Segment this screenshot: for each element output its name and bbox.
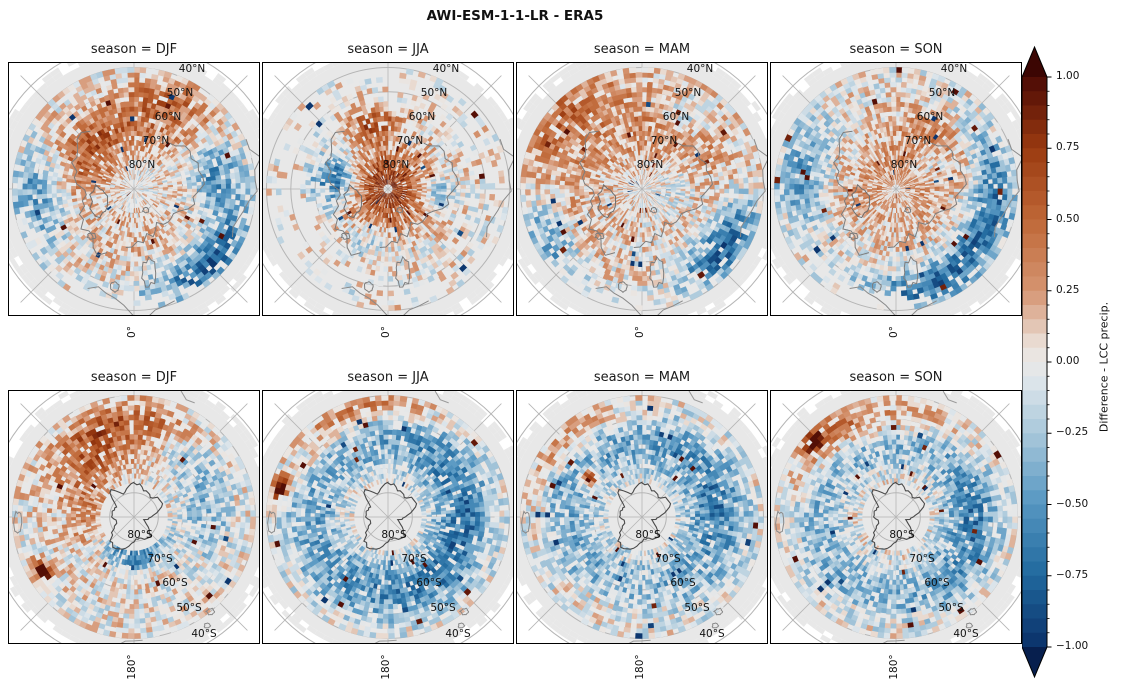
- lat-ring-label: 50°S: [938, 602, 964, 614]
- polar-map-canvas: [516, 390, 768, 644]
- lat-ring-label: 70°N: [904, 135, 932, 147]
- map-panel-south-son: season = SON 180° 80°S 70°S 60°S 50°S 40°S: [770, 370, 1022, 680]
- panel-title: season = SON: [849, 42, 943, 57]
- colorbar-tick-label: 0.25: [1056, 283, 1080, 296]
- lat-ring-label: 70°S: [401, 553, 427, 565]
- lat-ring-label: 70°N: [650, 135, 678, 147]
- colorbar-tick-label: −0.50: [1056, 497, 1089, 510]
- colorbar-tick-label: −1.00: [1056, 640, 1089, 652]
- colorbar-tick-label: 1.00: [1056, 70, 1080, 82]
- lat-ring-label: 50°N: [928, 87, 956, 99]
- lat-ring-label: 50°S: [684, 602, 710, 614]
- lat-ring-label: 50°N: [420, 87, 448, 99]
- lat-ring-label: 70°S: [909, 553, 935, 565]
- polar-map-canvas: [770, 390, 1022, 644]
- panel-title: season = DJF: [90, 42, 178, 57]
- lat-ring-label: 70°S: [655, 553, 681, 565]
- lat-ring-label: 40°S: [445, 628, 471, 640]
- meridian-label: 180°: [634, 654, 646, 680]
- lat-ring-label: 40°S: [953, 628, 979, 640]
- lat-ring-label: 80°N: [890, 159, 918, 171]
- panel-title: season = JJA: [347, 370, 429, 385]
- lat-ring-label: 70°S: [147, 553, 173, 565]
- colorbar-tick-label: −0.75: [1056, 568, 1089, 581]
- meridian-label: 180°: [126, 654, 138, 680]
- lat-ring-label: 40°N: [940, 63, 968, 75]
- meridian-label: 0°: [888, 326, 900, 338]
- map-panel-north-son: season = SON 0° 40°N 50°N 60°N 70°N 80°N: [770, 42, 1022, 338]
- colorbar-axis-label: Difference - LCC precip.: [1097, 301, 1111, 433]
- map-panel-south-djf: season = DJF 180° 80°S 70°S 60°S 50°S 40°S: [8, 370, 260, 680]
- lat-ring-label: 50°S: [176, 602, 202, 614]
- lat-ring-label: 40°S: [191, 628, 217, 640]
- polar-map-canvas: [8, 62, 260, 316]
- panel-title: season = MAM: [593, 370, 691, 385]
- map-panel-north-jja: season = JJA 0° 40°N 50°N 60°N 70°N 80°N: [262, 42, 514, 338]
- panel-title: season = MAM: [593, 42, 691, 57]
- lat-ring-label: 40°N: [686, 63, 714, 75]
- lat-ring-label: 80°N: [636, 159, 664, 171]
- lat-ring-label: 80°S: [889, 529, 915, 541]
- figure-title: AWI-ESM-1-1-LR - ERA5: [426, 8, 604, 24]
- lat-ring-label: 80°N: [382, 159, 410, 171]
- colorbar-tick-label: −0.25: [1056, 426, 1089, 439]
- lat-ring-label: 60°S: [416, 577, 442, 589]
- meridian-label: 180°: [888, 654, 900, 680]
- polar-map-canvas: [262, 62, 514, 316]
- lat-ring-label: 80°N: [128, 159, 156, 171]
- lat-ring-label: 60°N: [154, 111, 182, 123]
- colorbar-tick-label: 0.50: [1056, 212, 1080, 225]
- lat-ring-label: 50°S: [430, 602, 456, 614]
- meridian-label: 0°: [126, 326, 138, 338]
- lat-ring-label: 60°N: [916, 111, 944, 123]
- colorbar-tick-label: 0.75: [1056, 141, 1080, 154]
- meridian-label: 180°: [380, 654, 392, 680]
- polar-map-canvas: [516, 62, 768, 316]
- lat-ring-label: 40°S: [699, 628, 725, 640]
- panel-title: season = DJF: [90, 370, 178, 385]
- lat-ring-label: 80°S: [127, 529, 153, 541]
- map-panel-north-mam: season = MAM 0° 40°N 50°N 60°N 70°N 80°N: [516, 42, 768, 338]
- panel-title: season = SON: [849, 370, 943, 385]
- lat-ring-label: 80°S: [635, 529, 661, 541]
- map-panel-south-jja: season = JJA 180° 80°S 70°S 60°S 50°S 40°S: [262, 370, 514, 680]
- lat-ring-label: 40°N: [432, 63, 460, 75]
- lat-ring-label: 70°N: [396, 135, 424, 147]
- colorbar-tick-label: 0.00: [1056, 355, 1080, 367]
- meridian-label: 0°: [380, 326, 392, 338]
- meridian-label: 0°: [634, 326, 646, 338]
- polar-map-canvas: [262, 390, 514, 644]
- map-panel-south-mam: season = MAM 180° 80°S 70°S 60°S 50°S 40°S: [516, 370, 768, 680]
- lat-ring-label: 60°S: [924, 577, 950, 589]
- lat-ring-label: 50°N: [674, 87, 702, 99]
- lat-ring-label: 60°N: [408, 111, 436, 123]
- polar-map-canvas: [8, 390, 260, 644]
- map-panel-north-djf: season = DJF 0° 40°N 50°N 60°N 70°N 80°N: [8, 42, 260, 338]
- lat-ring-label: 60°S: [162, 577, 188, 589]
- colorbar-canvas: [1022, 44, 1056, 690]
- lat-ring-label: 70°N: [142, 135, 170, 147]
- polar-map-canvas: [770, 62, 1022, 316]
- lat-ring-label: 60°S: [670, 577, 696, 589]
- lat-ring-label: 60°N: [662, 111, 690, 123]
- lat-ring-label: 80°S: [381, 529, 407, 541]
- lat-ring-label: 50°N: [166, 87, 194, 99]
- lat-ring-label: 40°N: [178, 63, 206, 75]
- colorbar: Difference - LCC precip. 1.00 0.75 0.50 0.2…: [1022, 44, 1129, 690]
- panel-title: season = JJA: [347, 42, 429, 57]
